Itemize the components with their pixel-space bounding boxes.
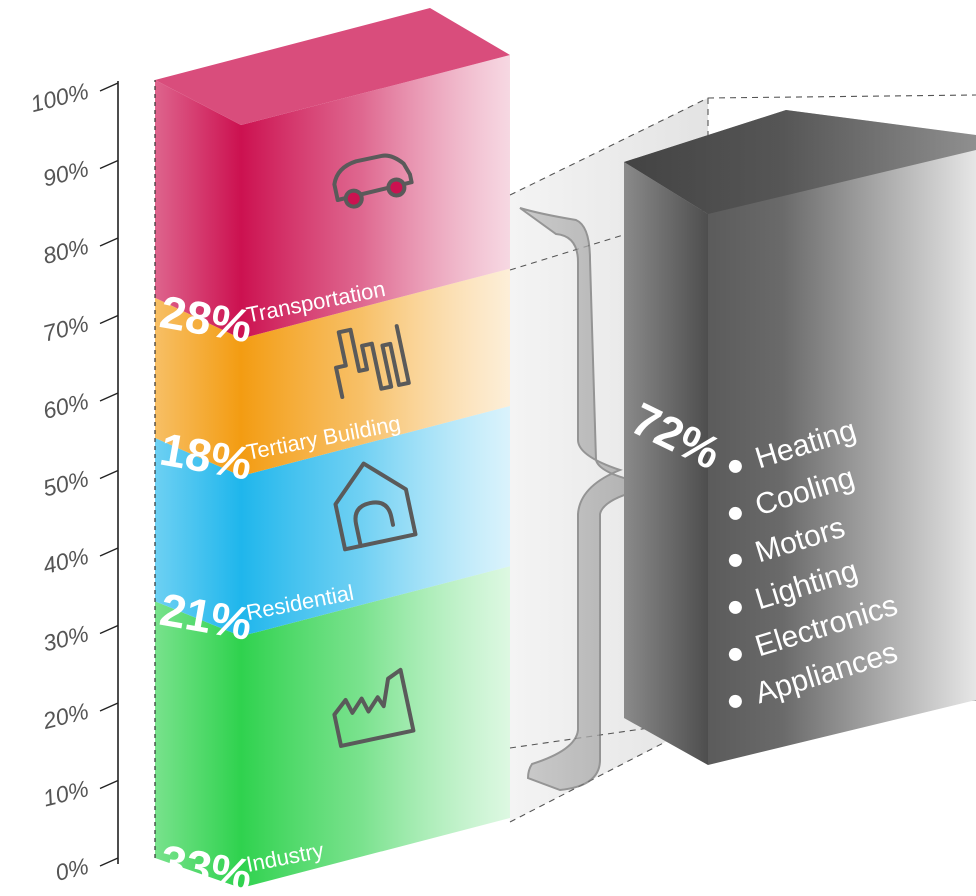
y-tick — [99, 547, 119, 557]
y-tick — [99, 469, 119, 480]
y-tick — [99, 857, 119, 867]
bar-top-face — [155, 8, 510, 125]
y-tick-label: 60% — [40, 388, 91, 424]
bar-front-face — [155, 601, 241, 888]
bar-segment-transportation — [155, 8, 510, 339]
breakdown-box-side — [624, 162, 708, 765]
bar-front-face — [155, 80, 241, 339]
stacked-bar — [154, 8, 510, 888]
y-axis: 0% 10% 20% 30% 40% 50% 60% 70% 80% 90% 100% — [28, 78, 119, 886]
bar-front-face — [155, 297, 241, 476]
curly-brace-shape — [519, 207, 661, 792]
bar-right-face — [241, 406, 510, 637]
y-tick-label: 90% — [40, 155, 91, 191]
y-tick — [99, 314, 119, 325]
prism-edge-dashed — [509, 719, 709, 823]
bar-segment-tertiary-building — [155, 268, 510, 476]
y-tick-label: 20% — [39, 698, 91, 735]
y-tick-label: 0% — [53, 853, 92, 886]
y-tick — [99, 702, 119, 712]
y-tick-label: 10% — [40, 775, 91, 811]
y-tick — [99, 82, 119, 92]
bullet-icon — [728, 459, 742, 473]
bullet-icon — [728, 647, 742, 661]
y-tick — [99, 237, 119, 247]
bullet-icon — [728, 694, 742, 708]
bar-right-face — [241, 566, 510, 888]
y-tick-label: 100% — [28, 78, 91, 117]
office-building-icon — [334, 324, 411, 400]
bullet-icon — [728, 506, 742, 520]
curly-brace — [519, 207, 661, 792]
y-tick — [99, 159, 119, 170]
bar-segment-residential — [155, 406, 510, 637]
breakdown-box-front — [624, 110, 976, 765]
bar-segment-industry — [155, 566, 510, 888]
bullet-icon — [728, 600, 742, 614]
y-tick-label: 50% — [40, 465, 91, 501]
prism-edge-dashed — [707, 94, 976, 99]
y-tick — [99, 779, 119, 790]
house-icon — [333, 461, 418, 552]
factory-icon — [332, 667, 416, 748]
bar-right-face — [241, 268, 510, 476]
bullet-icon — [728, 553, 742, 567]
breakdown-box-shape — [624, 110, 976, 765]
y-tick-label: 30% — [40, 620, 91, 656]
y-tick-label: 70% — [40, 310, 91, 346]
y-tick-label: 80% — [40, 233, 91, 269]
breakdown-box — [624, 110, 976, 765]
breakdown-box-top — [624, 110, 976, 214]
y-tick-label: 40% — [40, 543, 91, 579]
car-icon — [332, 153, 414, 209]
bar-front-face — [155, 437, 241, 637]
y-tick — [99, 392, 119, 402]
prism-edge-dashed — [509, 97, 709, 196]
bar-right-face — [241, 55, 510, 339]
y-tick — [99, 624, 119, 635]
